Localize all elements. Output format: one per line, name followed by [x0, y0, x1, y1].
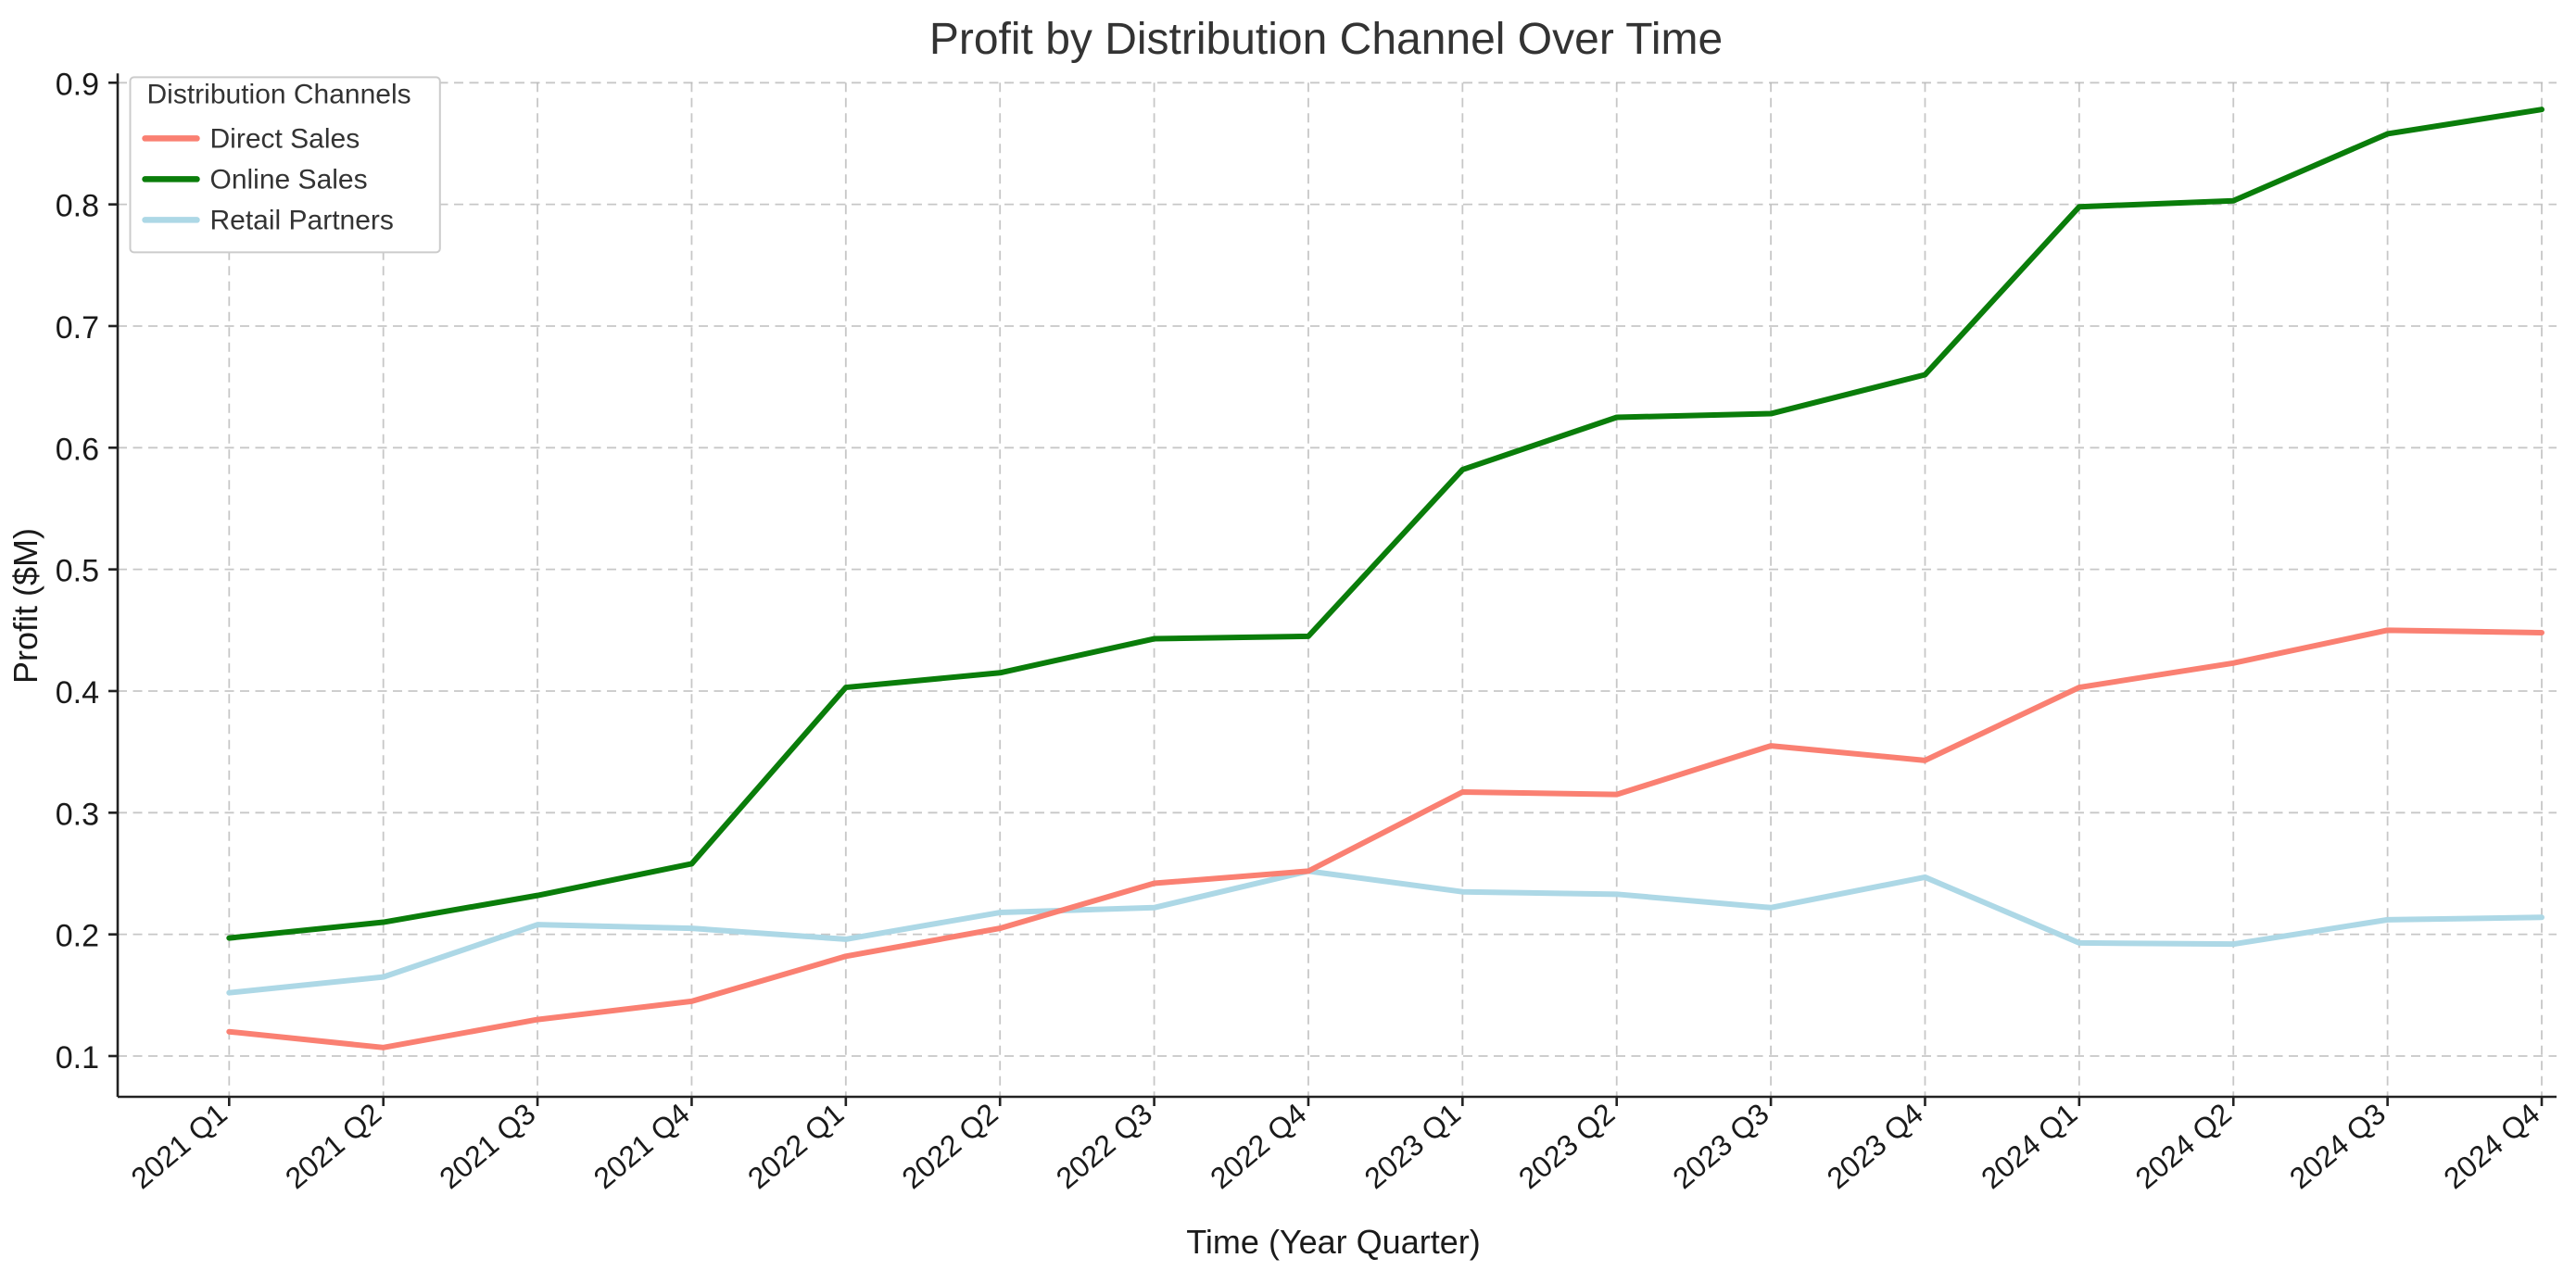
svg-text:Profit by Distribution Channel: Profit by Distribution Channel Over Time [929, 15, 1723, 64]
svg-text:0.7: 0.7 [56, 310, 99, 346]
svg-text:0.3: 0.3 [56, 797, 99, 832]
svg-text:0.4: 0.4 [56, 675, 99, 711]
svg-text:0.5: 0.5 [56, 554, 99, 589]
svg-text:Distribution Channels: Distribution Channels [147, 79, 411, 109]
svg-text:Retail Partners: Retail Partners [210, 205, 394, 235]
svg-text:0.6: 0.6 [56, 432, 99, 467]
svg-text:Direct Sales: Direct Sales [210, 123, 360, 154]
svg-text:0.1: 0.1 [56, 1040, 99, 1075]
svg-text:0.9: 0.9 [56, 67, 99, 102]
svg-text:Profit ($M): Profit ($M) [6, 528, 44, 684]
svg-text:0.8: 0.8 [56, 189, 99, 224]
svg-text:Online Sales: Online Sales [210, 164, 368, 195]
svg-text:0.2: 0.2 [56, 919, 99, 954]
svg-text:Time (Year Quarter): Time (Year Quarter) [1186, 1223, 1480, 1261]
